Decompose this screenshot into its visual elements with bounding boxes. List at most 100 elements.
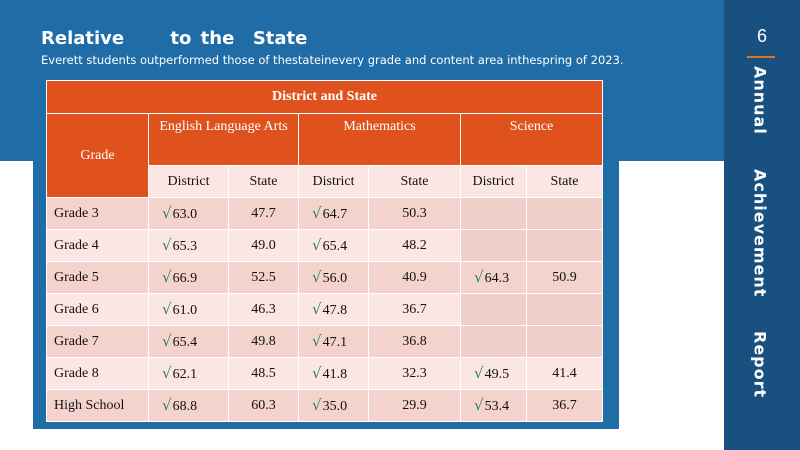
district-value: 53.4 [484, 399, 510, 414]
state-value-cell: 47.7 [228, 197, 299, 230]
district-value-cell: √35.0 [298, 389, 369, 422]
check-icon: √ [474, 364, 484, 382]
page-number: 6 [756, 26, 767, 46]
district-value-cell: √49.5 [460, 357, 527, 390]
district-value-cell: √47.8 [298, 293, 369, 326]
check-icon: √ [312, 364, 322, 382]
check-icon: √ [312, 268, 322, 286]
ela-group-header: English Language Arts [148, 113, 299, 166]
table-row: High School √68.8 60.3 √35.0 29.9 √53.4 36.7 [46, 389, 603, 422]
district-value: 35.0 [322, 399, 348, 414]
state-value-cell: 29.9 [368, 389, 461, 422]
district-value: 62.1 [172, 367, 198, 382]
district-value-cell: √61.0 [148, 293, 229, 326]
grade-cell: Grade 8 [46, 357, 149, 390]
side-title-word: Achievement [750, 168, 770, 298]
grade-cell: Grade 7 [46, 325, 149, 358]
district-value-cell: √66.9 [148, 261, 229, 294]
state-value-cell: 50.3 [368, 197, 461, 230]
empty-cell [460, 325, 527, 358]
check-icon: √ [312, 236, 322, 254]
state-value-cell: 60.3 [228, 389, 299, 422]
table-row: Grade 8 √62.1 48.5 √41.8 32.3 √49.5 41.4 [46, 357, 603, 390]
sub-header-district: District [460, 165, 527, 198]
table-row: Grade 4 √65.3 49.0 √65.4 48.2 [46, 229, 603, 262]
district-value: 63.0 [172, 207, 198, 222]
state-value-cell: 36.7 [526, 389, 603, 422]
state-value-cell: 48.5 [228, 357, 299, 390]
table-body: Grade 3 √63.0 47.7 √64.7 50.3 Grade 4 √65.3 49.… [46, 197, 603, 422]
district-value: 49.5 [484, 367, 510, 382]
sub-header-district: District [298, 165, 369, 198]
empty-cell [460, 229, 527, 262]
grade-cell: Grade 4 [46, 229, 149, 262]
state-value-cell: 49.8 [228, 325, 299, 358]
district-value: 68.8 [172, 399, 198, 414]
check-icon: √ [162, 300, 172, 318]
comparison-table: District and State Grade English Languag… [46, 80, 603, 422]
district-value-cell: √41.8 [298, 357, 369, 390]
check-icon: √ [474, 268, 484, 286]
table-row: Grade 5 √66.9 52.5 √56.0 40.9 √64.3 50.9 [46, 261, 603, 294]
science-group-header: Science [460, 113, 603, 166]
state-value-cell: 36.8 [368, 325, 461, 358]
district-value-cell: √65.4 [148, 325, 229, 358]
district-value-cell: √65.3 [148, 229, 229, 262]
district-value-cell: √64.7 [298, 197, 369, 230]
district-value-cell: √68.8 [148, 389, 229, 422]
district-value: 65.3 [172, 239, 198, 254]
grade-cell: Grade 3 [46, 197, 149, 230]
district-value-cell: √64.3 [460, 261, 527, 294]
district-value: 66.9 [172, 271, 198, 286]
district-value: 47.1 [322, 335, 348, 350]
district-value: 41.8 [322, 367, 348, 382]
district-value-cell: √62.1 [148, 357, 229, 390]
side-panel: 6 Annual Achievement Report [724, 0, 800, 450]
check-icon: √ [162, 332, 172, 350]
empty-cell [526, 229, 603, 262]
sub-header-district: District [148, 165, 229, 198]
district-value-cell: √53.4 [460, 389, 527, 422]
sub-header-state: State [228, 165, 299, 198]
side-title-word: Report [750, 331, 770, 399]
district-value-cell: √56.0 [298, 261, 369, 294]
state-value-cell: 32.3 [368, 357, 461, 390]
table-row: Grade 3 √63.0 47.7 √64.7 50.3 [46, 197, 603, 230]
sub-header-state: State [526, 165, 603, 198]
table-row: Grade 6 √61.0 46.3 √47.8 36.7 [46, 293, 603, 326]
table-row: Grade 7 √65.4 49.8 √47.1 36.8 [46, 325, 603, 358]
check-icon: √ [162, 236, 172, 254]
state-value-cell: 36.7 [368, 293, 461, 326]
state-value-cell: 40.9 [368, 261, 461, 294]
district-value-cell: √65.4 [298, 229, 369, 262]
empty-cell [526, 325, 603, 358]
math-group-header: Mathematics [298, 113, 461, 166]
check-icon: √ [162, 364, 172, 382]
state-value-cell: 48.2 [368, 229, 461, 262]
empty-cell [460, 197, 527, 230]
table-main-header: District and State [46, 80, 603, 114]
grade-cell: Grade 6 [46, 293, 149, 326]
district-value: 61.0 [172, 303, 198, 318]
check-icon: √ [162, 396, 172, 414]
sub-header-state: State [368, 165, 461, 198]
district-value: 65.4 [172, 335, 198, 350]
grade-cell: Grade 5 [46, 261, 149, 294]
accent-line [747, 56, 775, 58]
grade-column-header: Grade [46, 113, 149, 198]
district-value: 56.0 [322, 271, 348, 286]
side-title-word: Annual [750, 66, 770, 135]
comparison-table-container: District and State Grade English Languag… [46, 80, 603, 422]
state-value-cell: 50.9 [526, 261, 603, 294]
check-icon: √ [474, 396, 484, 414]
state-value-cell: 46.3 [228, 293, 299, 326]
check-icon: √ [312, 396, 322, 414]
state-value-cell: 52.5 [228, 261, 299, 294]
check-icon: √ [312, 332, 322, 350]
empty-cell [526, 293, 603, 326]
grade-cell: High School [46, 389, 149, 422]
district-value-cell: √63.0 [148, 197, 229, 230]
district-value: 64.3 [484, 271, 510, 286]
state-value-cell: 41.4 [526, 357, 603, 390]
check-icon: √ [312, 300, 322, 318]
